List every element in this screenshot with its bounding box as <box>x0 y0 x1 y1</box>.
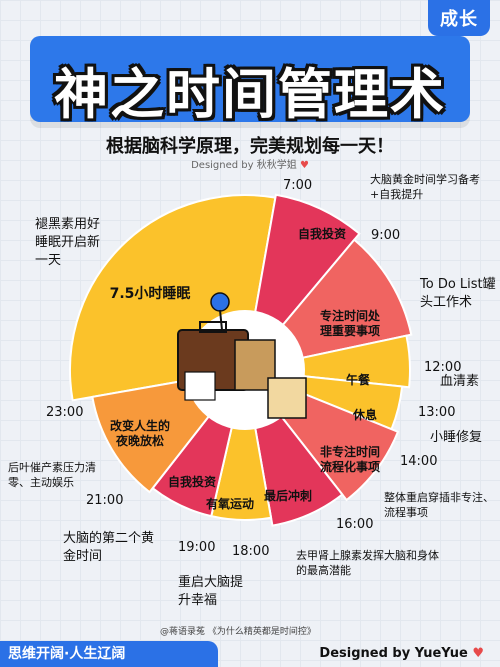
category-tag: 成长 <box>428 0 490 36</box>
time-1200: 12:00 <box>424 360 462 375</box>
time-1400: 14:00 <box>400 454 438 469</box>
design-credit-text: Designed by 秋秋学姐 <box>191 160 297 171</box>
slice-label-nap: 休息 <box>352 407 377 422</box>
note-nap: 小睡修复 <box>430 430 483 445</box>
time-900: 9:00 <box>371 228 401 243</box>
time-2300: 23:00 <box>46 405 84 420</box>
slice-label-study2: 自我投资 <box>168 474 216 489</box>
slice-label-relax: 改变人生的夜晚放松 <box>110 418 170 448</box>
slice-label-sprint: 最后冲刺 <box>264 488 312 503</box>
signature: Designed by YueYue ♥ <box>319 646 484 661</box>
document-icon <box>184 371 216 401</box>
briefcase-handle <box>199 321 227 333</box>
slice-label-lunch: 午餐 <box>346 372 371 387</box>
slice-label-sleep: 7.5小时睡眠 <box>110 285 191 302</box>
note-restart: 整体重启穿插非专注、流程事项 <box>384 491 494 519</box>
note-restart-brain: 重启大脑提升幸福 <box>178 575 244 608</box>
lamp-icon <box>210 292 230 312</box>
note-melatonin: 褪黑素用好睡眠开启新一天 <box>35 217 101 268</box>
time-1600: 16:00 <box>336 517 374 532</box>
desk-illustration <box>177 292 307 419</box>
slice-label-study1: 自我投资 <box>298 226 346 241</box>
note-serotonin: 血清素 <box>440 374 480 389</box>
slice-lunch <box>244 334 411 389</box>
slice-label-focus: 专注时间处理重要事项 <box>320 308 381 338</box>
time-1300: 13:00 <box>418 405 456 420</box>
note-brain-gold: 大脑黄金时间学习备考+自我提升 <box>370 173 480 201</box>
time-1800: 18:00 <box>232 544 270 559</box>
slice-label-exercise: 有氧运动 <box>206 496 254 511</box>
signature-text: Designed by YueYue <box>319 646 468 661</box>
title-banner: 神之时间管理术 <box>30 36 470 126</box>
note-oxytocin: 后叶催产素压力清零、主动娱乐 <box>8 461 96 489</box>
page-subtitle: 根据脑科学原理，完美规划每一天！ <box>106 136 394 157</box>
bottom-slogan: 思维开阔·人生辽阔 <box>0 641 218 667</box>
note-second-gold: 大脑的第二个黄金时间 <box>63 531 155 564</box>
page-title: 神之时间管理术 <box>54 63 446 126</box>
note-adrenaline: 去甲肾上腺素发挥大脑和身体的最高潜能 <box>296 549 439 577</box>
time-2100: 21:00 <box>86 493 124 508</box>
time-1900: 19:00 <box>178 540 216 555</box>
source-watermark: @蒋语录菟 《为什么精英都是时间控》 <box>160 627 316 637</box>
calculator-icon <box>267 377 307 419</box>
heart-icon: ♥ <box>299 160 309 171</box>
time-700: 7:00 <box>283 178 313 193</box>
slice-label-nonfocus: 非专注时间流程化事项 <box>320 444 380 474</box>
heart-icon: ♥ <box>472 646 484 661</box>
design-credit: Designed by 秋秋学姐 ♥ <box>0 156 500 171</box>
note-todo: To Do List罐头工作术 <box>420 277 496 310</box>
